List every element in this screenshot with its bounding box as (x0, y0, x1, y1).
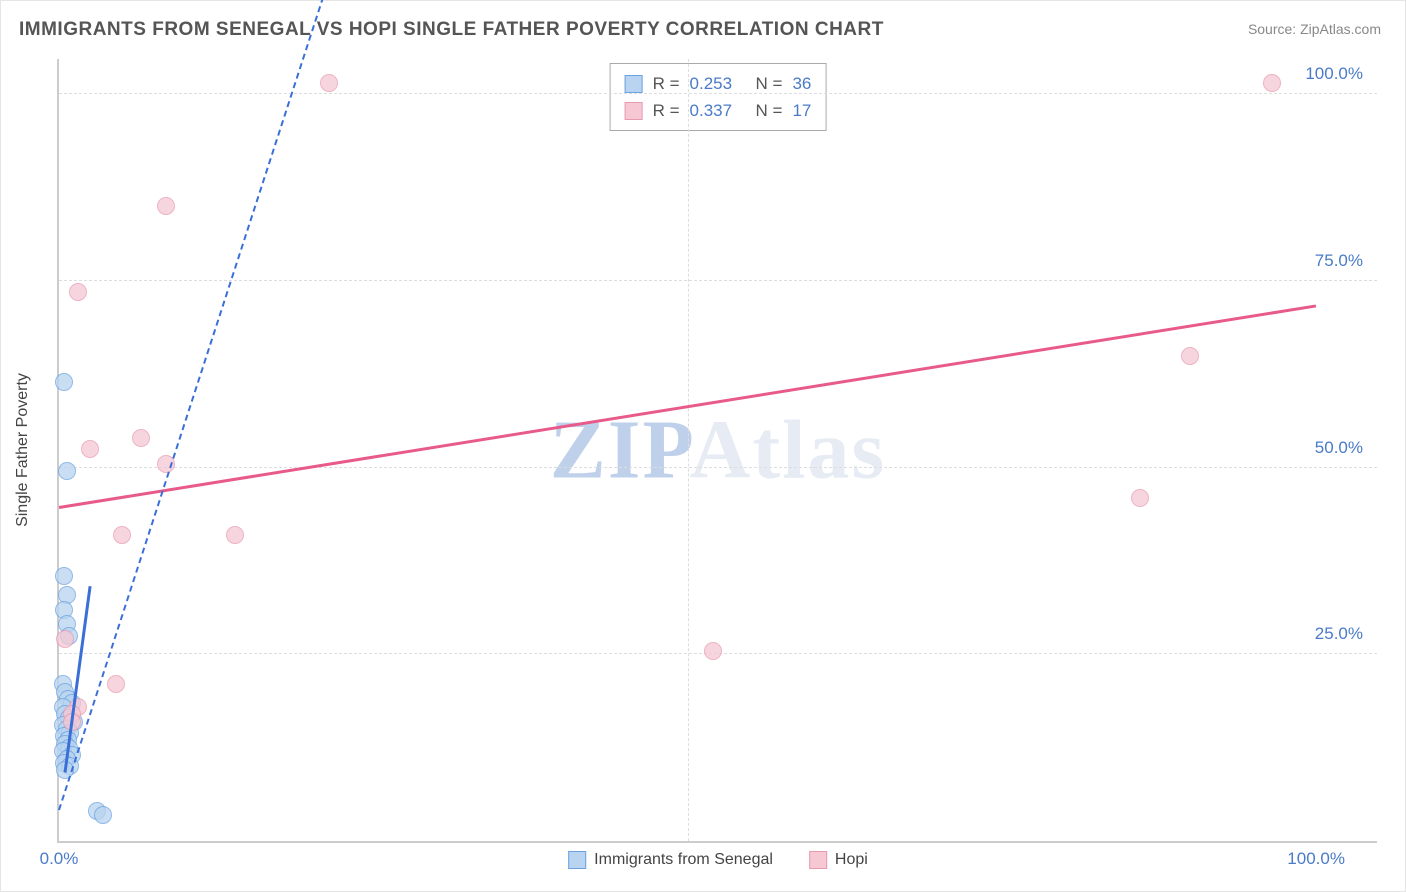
scatter-point-series2 (113, 526, 131, 544)
scatter-point-series2 (81, 440, 99, 458)
x-tick-label: 100.0% (1287, 849, 1345, 869)
legend-swatch (625, 75, 643, 93)
scatter-point-series2 (132, 429, 150, 447)
y-tick-label: 50.0% (1315, 438, 1363, 458)
gridline-horizontal (59, 280, 1377, 281)
legend-swatch (625, 102, 643, 120)
scatter-point-series2 (1181, 347, 1199, 365)
scatter-point-series1 (58, 462, 76, 480)
watermark-suffix: Atlas (690, 404, 887, 497)
scatter-point-series2 (157, 197, 175, 215)
legend-r-label: R = (653, 97, 680, 124)
trendline-series1-extrapolated (58, 0, 336, 810)
legend-swatch (568, 851, 586, 869)
gridline-horizontal (59, 93, 1377, 94)
source-attribution: Source: ZipAtlas.com (1248, 21, 1381, 37)
scatter-point-series2 (56, 630, 74, 648)
y-tick-label: 75.0% (1315, 251, 1363, 271)
legend-series-item: Immigrants from Senegal (568, 851, 773, 869)
legend-series-label: Hopi (835, 851, 868, 869)
legend-swatch (809, 851, 827, 869)
watermark: ZIPAtlas (550, 402, 886, 499)
legend-n-label: N = (756, 97, 783, 124)
legend-r-value: 0.337 (690, 97, 746, 124)
scatter-point-series2 (1263, 74, 1281, 92)
plot-area: Single Father Poverty ZIPAtlas R =0.253N… (57, 59, 1377, 843)
legend-series-item: Hopi (809, 851, 868, 869)
scatter-point-series2 (107, 675, 125, 693)
scatter-point-series2 (704, 642, 722, 660)
y-tick-label: 100.0% (1305, 64, 1363, 84)
legend-correlation-row: R = 0.337 N = 17 (625, 97, 812, 124)
legend-correlation: R =0.253N =36R =0.337N =17 (610, 63, 827, 131)
scatter-point-series2 (1131, 489, 1149, 507)
gridline-horizontal (59, 467, 1377, 468)
x-tick-label: 0.0% (40, 849, 79, 869)
scatter-point-series2 (69, 283, 87, 301)
scatter-point-series1 (55, 567, 73, 585)
gridline-vertical (688, 59, 689, 841)
scatter-point-series2 (226, 526, 244, 544)
y-tick-label: 25.0% (1315, 624, 1363, 644)
y-axis-label: Single Father Poverty (14, 373, 32, 527)
chart-title: IMMIGRANTS FROM SENEGAL VS HOPI SINGLE F… (19, 19, 884, 41)
legend-n-value: 17 (792, 97, 811, 124)
scatter-point-series2 (320, 74, 338, 92)
legend-series: Immigrants from Senegal Hopi (568, 851, 868, 869)
scatter-point-series1 (55, 373, 73, 391)
scatter-point-series1 (94, 806, 112, 824)
chart-container: IMMIGRANTS FROM SENEGAL VS HOPI SINGLE F… (0, 0, 1406, 892)
legend-series-label: Immigrants from Senegal (594, 851, 773, 869)
